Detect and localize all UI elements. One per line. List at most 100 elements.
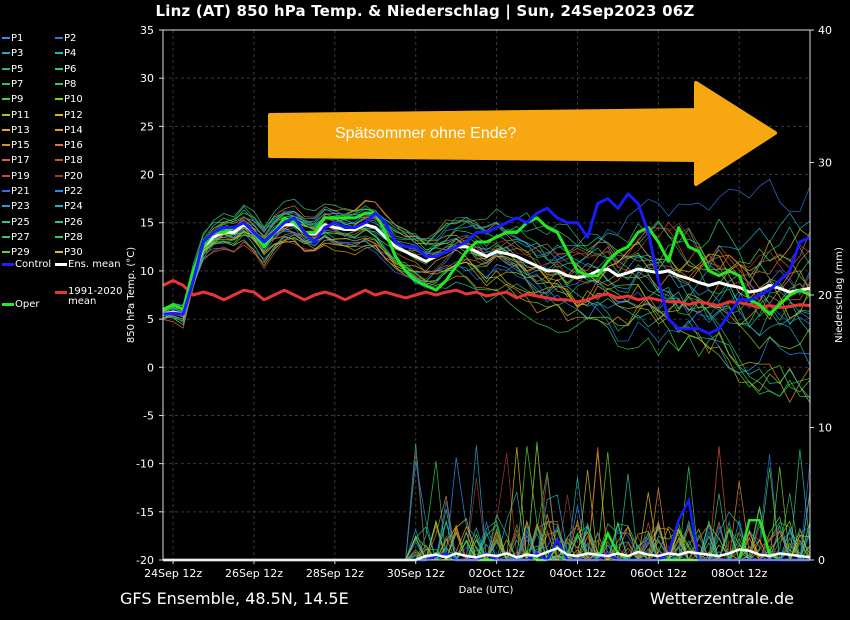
- y-tick-label: 20: [140, 169, 154, 182]
- legend-label: P21: [11, 186, 30, 197]
- legend-swatch: [55, 220, 63, 223]
- legend-label: P14: [64, 124, 83, 136]
- ensemble-line-p6: [162, 209, 811, 315]
- legend-item-control: Control: [2, 259, 51, 271]
- arrow-shape: [268, 81, 777, 186]
- footer-site-link[interactable]: Wetterzentrale.de: [649, 589, 794, 608]
- legend-item-p25: P25: [2, 217, 30, 229]
- legend-label: P29: [11, 247, 30, 259]
- legend-item-oper: Oper: [2, 299, 39, 311]
- legend-swatch: [55, 159, 63, 162]
- legend-item-p24: P24: [55, 201, 83, 213]
- footer-model-info: GFS Ensemble, 48.5N, 14.5E: [120, 589, 349, 608]
- y2-tick-label: 0: [818, 554, 825, 567]
- legend-label: P17: [11, 155, 30, 167]
- legend-item-p10: P10: [55, 94, 83, 106]
- legend-swatch: [2, 144, 10, 147]
- legend-item-p17: P17: [2, 155, 30, 167]
- ensemble-line-p28: [162, 212, 811, 398]
- legend-label: P18: [64, 155, 83, 167]
- legend-item-p8: P8: [55, 79, 76, 91]
- legend-label: P20: [64, 170, 83, 182]
- legend-label: P11: [11, 109, 30, 121]
- x-axis-ticks: 24Sep 12z 26Sep 12z 28Sep 12z 30Sep 12z 02Oc…: [144, 560, 768, 580]
- y-tick-label: 15: [140, 217, 154, 230]
- precip-line-ens-mean: [163, 546, 811, 562]
- legend-swatch: [2, 251, 10, 254]
- y2-tick-label: 30: [818, 157, 832, 170]
- legend-label: P8: [64, 78, 77, 90]
- legend-swatch: [2, 190, 10, 192]
- x-tick-label: 30Sep 12z: [387, 567, 445, 580]
- legend-swatch: [2, 113, 10, 116]
- legend-item-p15: P15: [2, 140, 30, 152]
- x-tick-label: 24Sep 12z: [144, 567, 202, 580]
- legend-swatch: [55, 251, 63, 254]
- ensemble-line-p23: [162, 208, 811, 322]
- legend-item-1991-2020-mean: 1991-2020 mean: [55, 287, 128, 307]
- x-tick-label: 06Oct 12z: [630, 567, 687, 580]
- legend-swatch: [55, 205, 63, 208]
- legend-swatch: [2, 37, 10, 39]
- legend-swatch: [55, 174, 63, 177]
- x-tick-label: 02Oct 12z: [468, 567, 525, 580]
- legend-swatch: [2, 262, 14, 266]
- legend-label: P4: [64, 48, 77, 60]
- ensemble-line-p11: [162, 234, 811, 403]
- legend-swatch: [2, 159, 10, 162]
- legend-swatch: [2, 67, 10, 70]
- legend-label: P10: [64, 94, 83, 106]
- legend-swatch: [2, 220, 10, 223]
- legend-label: 1991-2020 mean: [68, 286, 123, 307]
- ensemble-line-p5: [162, 205, 811, 332]
- legend-label: P27: [11, 231, 30, 243]
- legend-item-p19: P19: [2, 171, 30, 183]
- y-axis-right-ticks: 40 30 20 10 0: [810, 24, 832, 567]
- ensemble-line-p24: [162, 212, 811, 322]
- legend-item-p20: P20: [55, 171, 83, 183]
- highlight-series-lines: [162, 192, 811, 335]
- legend-label: P22: [64, 186, 83, 197]
- y-tick-label: 30: [140, 72, 154, 85]
- legend-item-p5: P5: [2, 64, 23, 76]
- legend-swatch: [2, 205, 10, 208]
- y2-tick-label: 40: [818, 24, 832, 37]
- legend-label: Control: [15, 259, 52, 270]
- legend-label: P1: [11, 33, 24, 44]
- legend-item-p16: P16: [55, 140, 83, 152]
- legend-swatch: [55, 291, 67, 294]
- legend-label: P7: [11, 78, 24, 90]
- legend-item-p14: P14: [55, 125, 83, 137]
- legend-label: Ens. mean: [68, 259, 121, 270]
- legend-swatch: [55, 113, 63, 116]
- legend-swatch: [55, 262, 67, 266]
- x-tick-label: 28Sep 12z: [306, 567, 364, 580]
- legend-label: P23: [11, 201, 30, 213]
- legend-swatch: [2, 174, 10, 177]
- legend-label: P9: [11, 94, 24, 106]
- legend-item-p27: P27: [2, 232, 30, 244]
- legend-label: P16: [64, 140, 83, 152]
- y2-tick-label: 20: [818, 289, 832, 302]
- y-tick-label: -10: [136, 458, 154, 471]
- legend-item-ens-mean: Ens. mean: [55, 259, 121, 271]
- legend-label: P3: [11, 48, 24, 60]
- legend-item-p29: P29: [2, 247, 30, 259]
- legend-item-p2: P2: [55, 33, 76, 45]
- legend-item-p9: P9: [2, 94, 23, 106]
- y-tick-label: -5: [143, 409, 154, 422]
- legend-swatch: [2, 98, 10, 101]
- legend-item-p4: P4: [55, 48, 76, 60]
- y-tick-label: 25: [140, 120, 154, 133]
- legend-label: P5: [11, 63, 24, 75]
- ensemble-line-p18: [162, 211, 811, 317]
- legend-swatch: [55, 190, 63, 192]
- x-tick-label: 08Oct 12z: [711, 567, 768, 580]
- legend-swatch: [55, 37, 63, 39]
- series-line-control: [162, 192, 811, 335]
- y-tick-label: -15: [136, 506, 154, 519]
- legend-item-p11: P11: [2, 110, 30, 122]
- legend-label: Oper: [15, 299, 40, 310]
- legend-label: P15: [11, 140, 30, 152]
- legend-item-p30: P30: [55, 247, 83, 259]
